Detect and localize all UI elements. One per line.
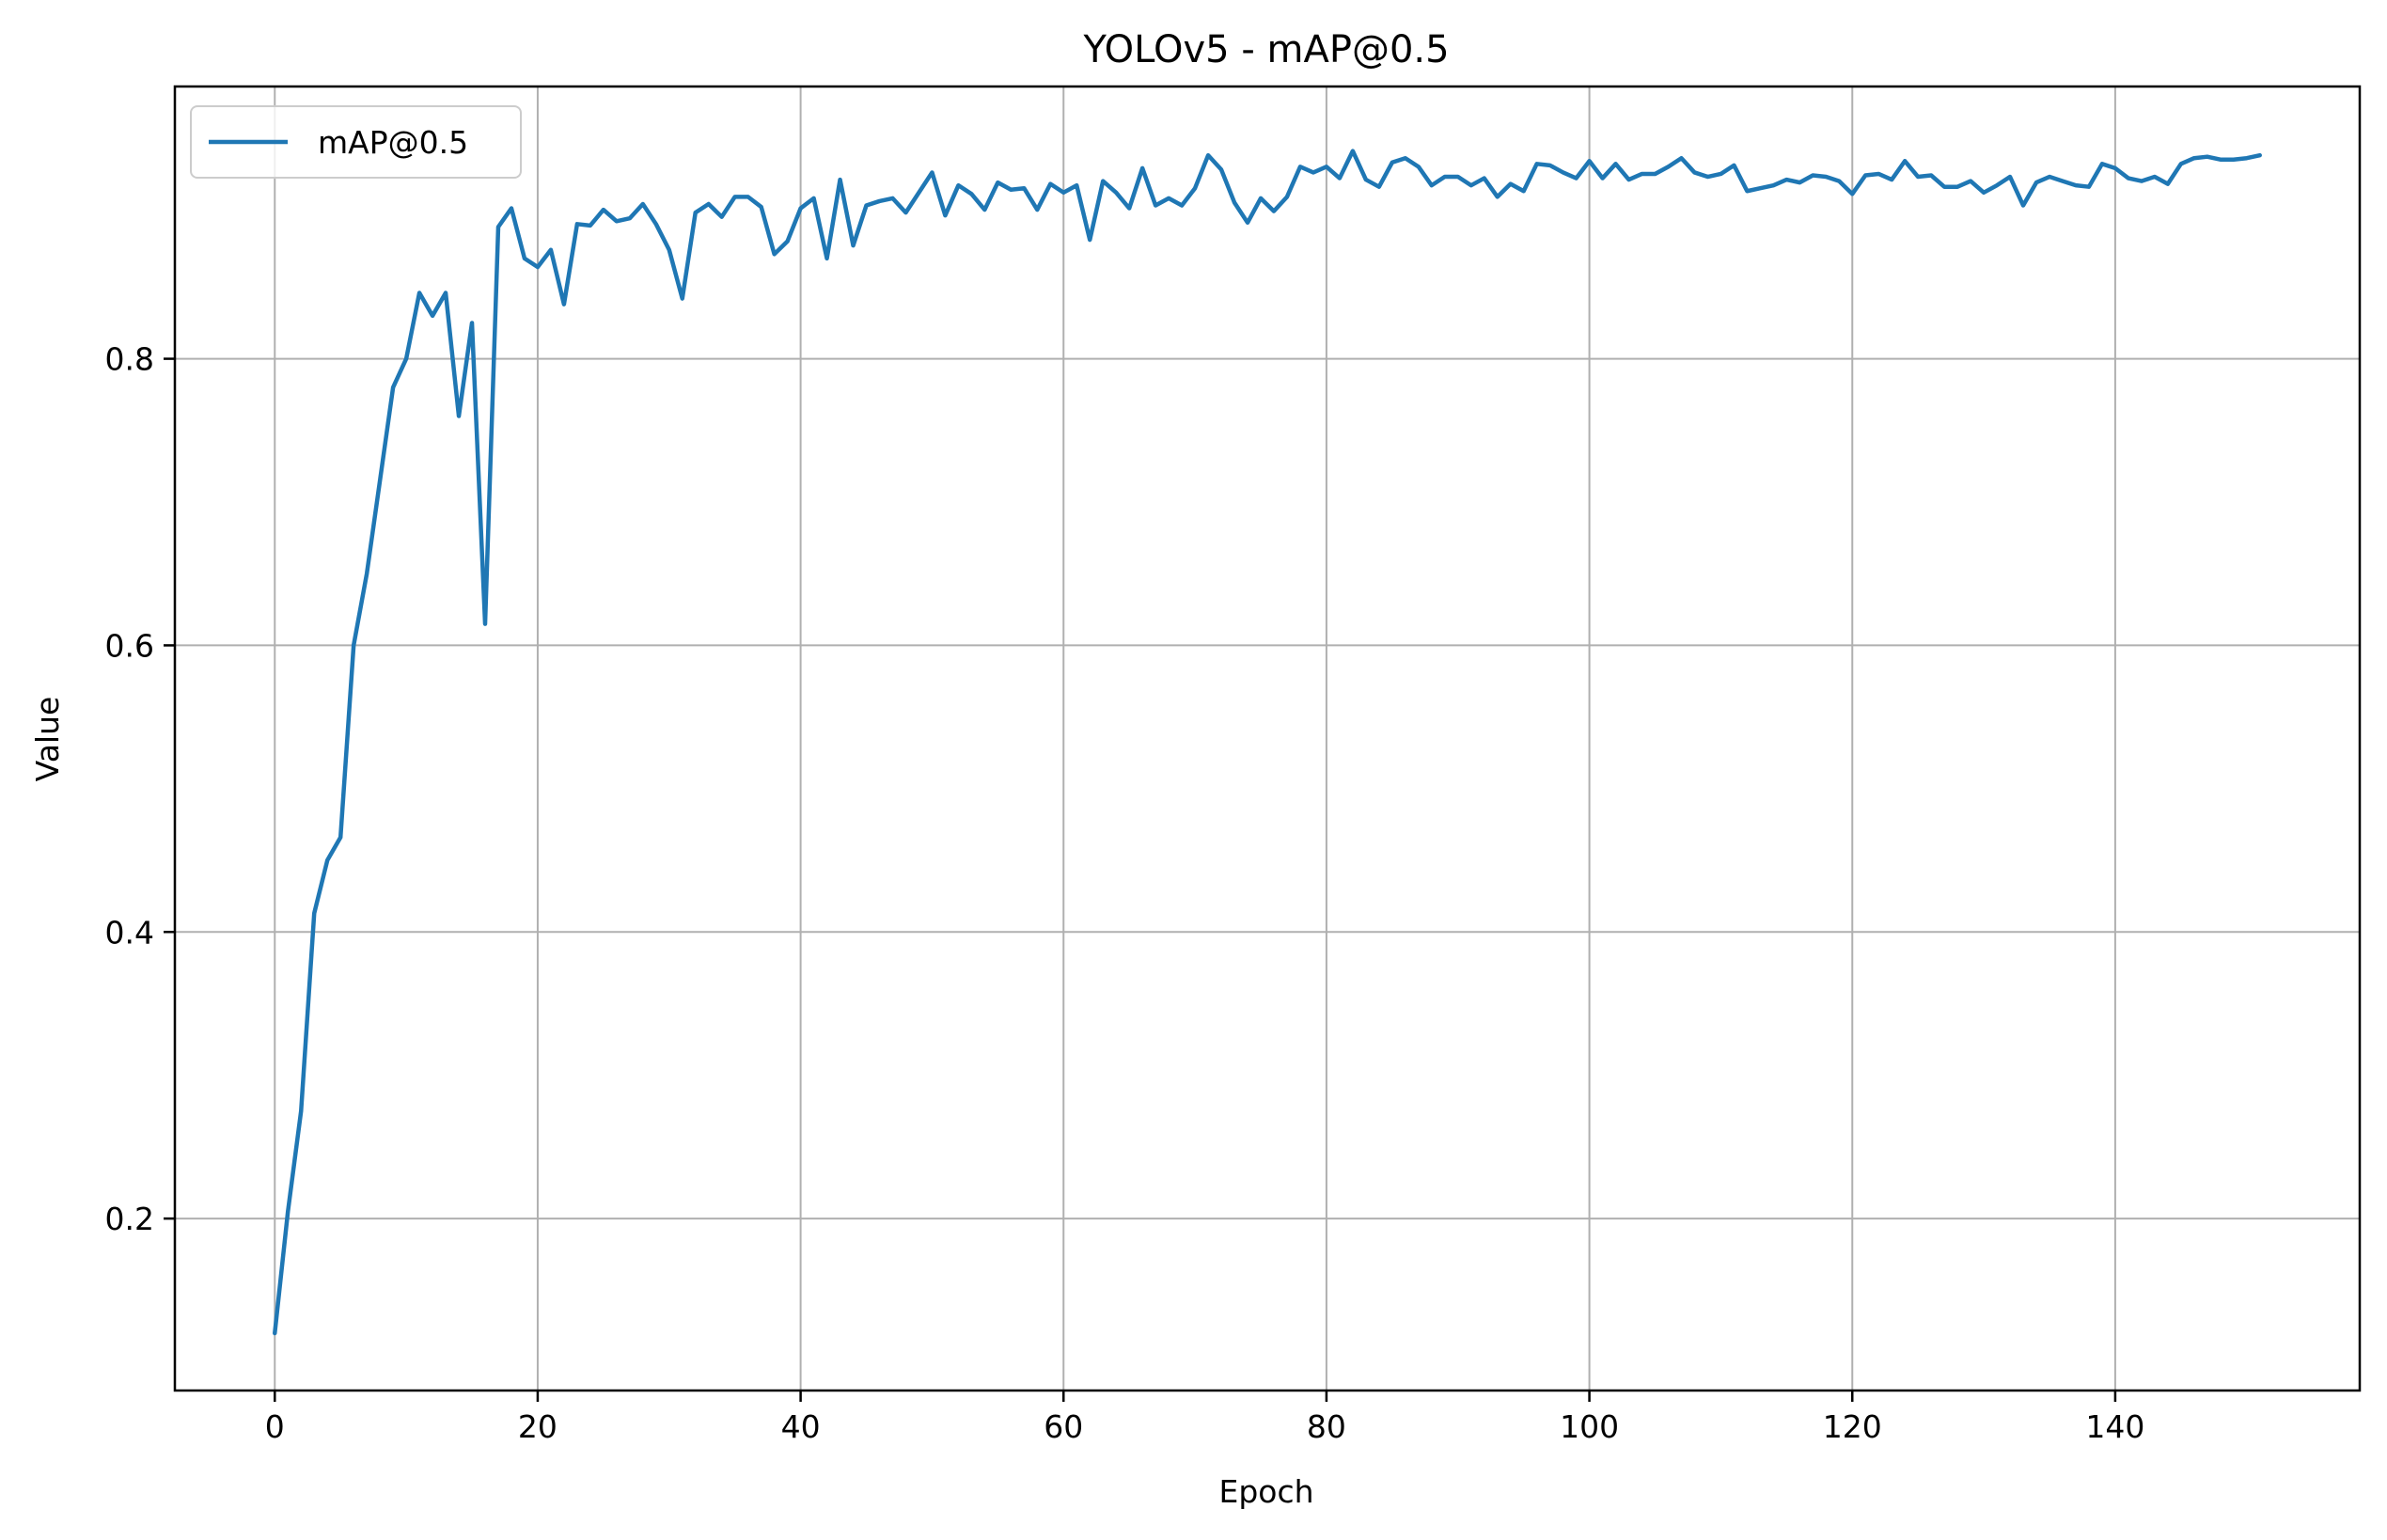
legend-label: mAP@0.5 [318,124,468,161]
grid [175,86,2360,1391]
legend-box [190,105,522,179]
legend: mAP@0.5 [190,105,522,179]
y-tick-label: 0.8 [105,341,154,378]
y-tick-label: 0.4 [105,914,154,951]
x-tick-label: 140 [2085,1408,2144,1445]
x-tick-label: 120 [1823,1408,1882,1445]
plot-frame [173,85,2362,1392]
x-tick-label: 20 [518,1408,557,1445]
x-axis-label: Epoch [1218,1473,1313,1510]
x-tick-label: 0 [265,1408,285,1445]
x-tick-label: 80 [1307,1408,1346,1445]
x-tick-label: 40 [781,1408,821,1445]
y-tick-label: 0.6 [105,627,154,664]
chart-title: YOLOv5 - mAP@0.5 [1082,28,1449,71]
y-tick-label: 0.2 [105,1201,154,1237]
y-axis-label: Value [29,697,66,782]
series-line-map50 [273,149,2262,1336]
ticks: 0 20 40 60 80 100 120 140 0.2 0.4 0.6 0.8 [105,341,2145,1445]
x-tick-label: 60 [1044,1408,1083,1445]
x-tick-label: 100 [1560,1408,1619,1445]
series-group [273,149,2262,1336]
